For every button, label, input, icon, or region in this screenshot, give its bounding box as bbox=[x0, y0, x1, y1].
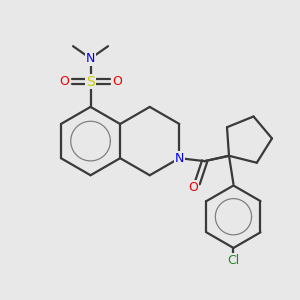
Text: S: S bbox=[86, 75, 95, 88]
Text: N: N bbox=[86, 52, 95, 65]
Text: O: O bbox=[59, 75, 69, 88]
Text: Cl: Cl bbox=[227, 254, 240, 267]
Text: O: O bbox=[189, 181, 199, 194]
Text: N: N bbox=[175, 152, 184, 165]
Text: O: O bbox=[112, 75, 122, 88]
